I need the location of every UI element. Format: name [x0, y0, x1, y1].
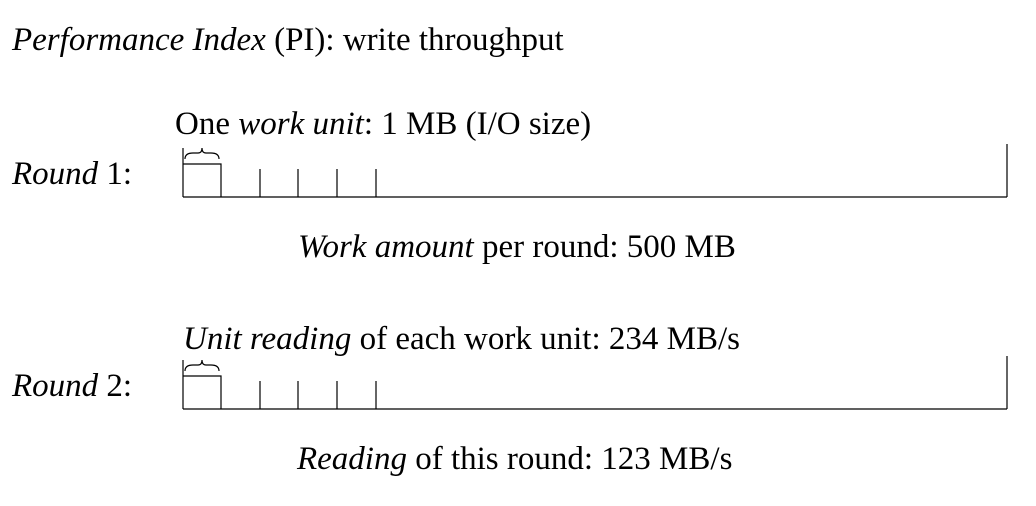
- round-1-italic: Round: [12, 156, 99, 192]
- page-title: Performance Index (PI): write throughput: [12, 24, 564, 57]
- round-2-bar: [182, 356, 1008, 410]
- round-reading-label: Reading of this round: 123 MB/s: [297, 443, 732, 476]
- work-unit-italic: work unit: [238, 106, 364, 142]
- unit-reading-italic: Unit reading: [183, 321, 352, 357]
- round-reading-italic: Reading: [297, 441, 407, 477]
- work-unit-prefix: One: [175, 106, 239, 142]
- title-italic: Performance Index: [12, 22, 266, 58]
- work-unit-rest: : 1 MB (I/O size): [363, 106, 592, 142]
- unit-reading-label: Unit reading of each work unit: 234 MB/s: [183, 323, 740, 356]
- round-1-bar: [182, 144, 1008, 198]
- round-1-unit-brace: [184, 147, 220, 160]
- round-1-baseline: [182, 144, 1008, 198]
- round-2-first-unit-box: [183, 375, 222, 409]
- work-amount-label: Work amount per round: 500 MB: [298, 231, 736, 264]
- round-1-first-unit-box: [183, 163, 222, 197]
- round-1-rest: 1:: [98, 156, 133, 192]
- round-1-label: Round 1:: [12, 158, 132, 191]
- round-2-rest: 2:: [98, 368, 133, 404]
- round-2-baseline: [182, 356, 1008, 410]
- round-2-label: Round 2:: [12, 370, 132, 403]
- unit-reading-rest: of each work unit: 234 MB/s: [351, 321, 740, 357]
- work-amount-rest: per round: 500 MB: [473, 229, 736, 265]
- round-reading-rest: of this round: 123 MB/s: [406, 441, 733, 477]
- round-2-italic: Round: [12, 368, 99, 404]
- title-rest: (PI): write throughput: [265, 22, 564, 58]
- work-unit-label: One work unit: 1 MB (I/O size): [175, 108, 591, 141]
- work-amount-italic: Work amount: [298, 229, 474, 265]
- round-2-unit-brace: [184, 359, 220, 372]
